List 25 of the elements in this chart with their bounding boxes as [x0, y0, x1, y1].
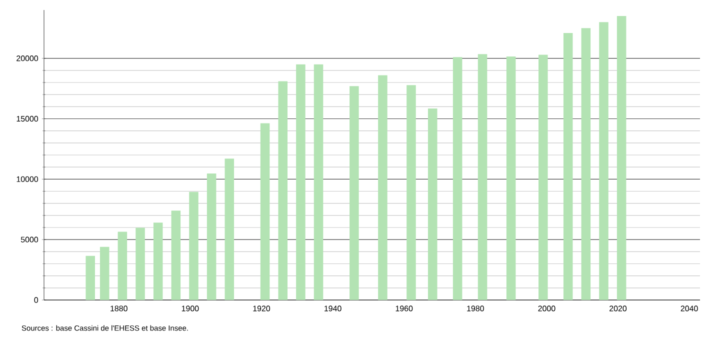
bar [452, 57, 462, 300]
bar [350, 86, 359, 300]
bar [206, 173, 216, 300]
bar [616, 16, 626, 300]
bar [118, 232, 128, 300]
bar [599, 22, 608, 300]
bar [378, 75, 388, 300]
bar [224, 158, 234, 300]
bar [189, 192, 198, 300]
bar [260, 123, 270, 300]
bar [86, 256, 95, 300]
bar [314, 64, 324, 300]
bar [581, 28, 591, 300]
bar [171, 210, 181, 300]
bar [296, 64, 306, 300]
bar [478, 54, 488, 300]
bar [406, 85, 416, 300]
bar [538, 54, 548, 300]
bar [153, 222, 163, 300]
bar [278, 81, 288, 300]
bar [100, 246, 110, 300]
bar [563, 32, 573, 300]
bar [136, 228, 145, 300]
bar [428, 108, 438, 300]
bar [506, 56, 516, 300]
